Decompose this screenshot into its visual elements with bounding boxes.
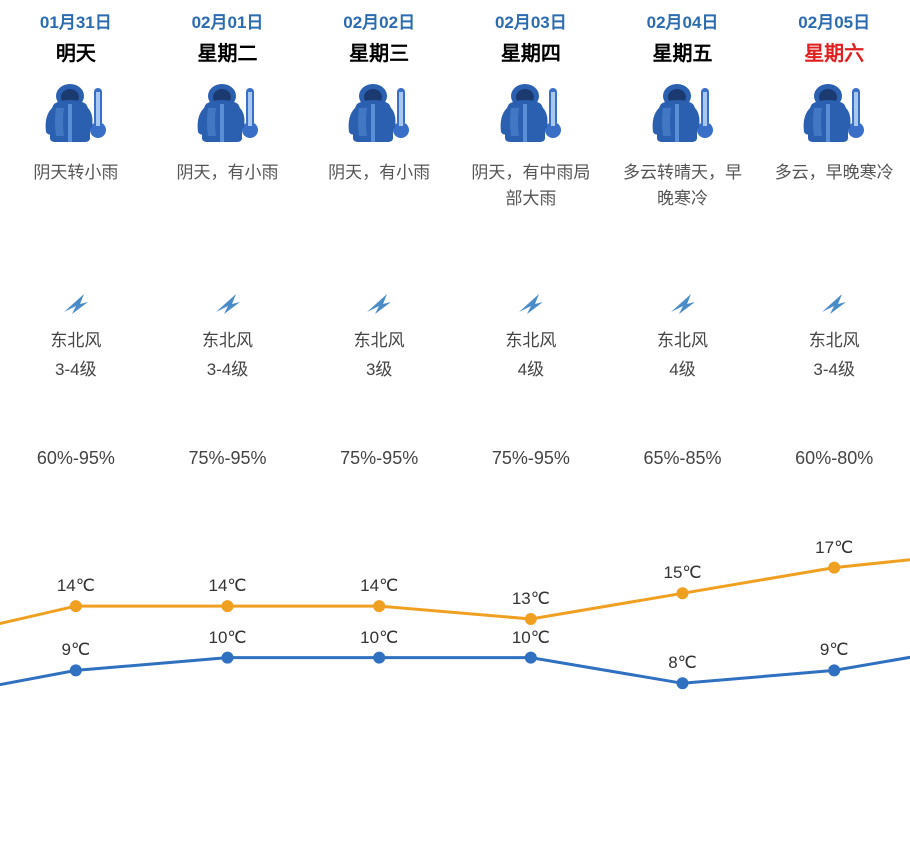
weather-desc: 多云，早晚寒冷 <box>764 160 904 270</box>
low-temp-label: 8℃ <box>668 653 697 673</box>
low-temp-point <box>678 678 688 688</box>
weather-desc: 阴天转小雨 <box>6 160 146 270</box>
low-temp-label: 10℃ <box>360 628 398 648</box>
cold-coat-icon <box>343 80 415 152</box>
wind-direction: 东北风 <box>764 326 904 351</box>
humidity-value: 75%-95% <box>455 448 607 469</box>
wind-level: 3-4级 <box>764 355 904 380</box>
wind-level: 3-4级 <box>6 355 146 380</box>
low-temp-point <box>829 665 839 675</box>
high-temp-label: 13℃ <box>512 589 550 609</box>
wind-arrow-icon <box>816 284 852 320</box>
day-column[interactable]: 02月04日 星期五 多云转晴天，早晚寒冷 东北风 4级 <box>607 8 759 380</box>
date-label: 02月02日 <box>309 8 449 33</box>
high-temp-point <box>526 614 536 624</box>
high-temp-point <box>829 563 839 573</box>
wind-arrow-icon <box>58 284 94 320</box>
temperature-chart: 14℃ 9℃ 14℃ 10℃ 14℃ 10℃ 13℃ 10℃ 15℃ 8℃ 17℃ 9℃ <box>0 509 910 729</box>
low-temp-label: 10℃ <box>208 628 246 648</box>
wind-level: 4级 <box>461 355 601 380</box>
wind-arrow-icon <box>513 284 549 320</box>
dayname-label: 星期四 <box>461 37 601 66</box>
cold-coat-icon <box>192 80 264 152</box>
low-temp-label: 9℃ <box>62 640 91 660</box>
weather-desc: 阴天，有小雨 <box>309 160 449 270</box>
high-temp-label: 14℃ <box>57 576 95 596</box>
weather-desc: 阴天，有小雨 <box>158 160 298 270</box>
day-column[interactable]: 02月01日 星期二 阴天，有小雨 东北风 3-4级 <box>152 8 304 380</box>
humidity-value: 65%-85% <box>607 448 759 469</box>
wind-direction: 东北风 <box>6 326 146 351</box>
date-label: 01月31日 <box>6 8 146 33</box>
date-label: 02月05日 <box>764 8 904 33</box>
day-column[interactable]: 02月02日 星期三 阴天，有小雨 东北风 3级 <box>303 8 455 380</box>
high-temp-point <box>678 588 688 598</box>
forecast-grid: 01月31日 明天 阴天转小雨 东北风 3-4级 02月01日 星期二 阴天，有… <box>0 0 910 380</box>
high-temp-label: 14℃ <box>208 576 246 596</box>
low-temp-label: 10℃ <box>512 628 550 648</box>
wind-direction: 东北风 <box>613 326 753 351</box>
wind-direction: 东北风 <box>158 326 298 351</box>
high-temp-label: 17℃ <box>815 538 853 558</box>
cold-coat-icon <box>647 80 719 152</box>
day-column[interactable]: 01月31日 明天 阴天转小雨 东北风 3-4级 <box>0 8 152 380</box>
low-temp-label: 9℃ <box>820 640 849 660</box>
high-temp-point <box>71 601 81 611</box>
high-temp-line <box>0 556 910 629</box>
wind-level: 3级 <box>309 355 449 380</box>
dayname-label: 星期三 <box>309 37 449 66</box>
high-temp-point <box>223 601 233 611</box>
wind-arrow-icon <box>665 284 701 320</box>
cold-coat-icon <box>40 80 112 152</box>
date-label: 02月03日 <box>461 8 601 33</box>
low-temp-line <box>0 650 910 688</box>
day-column[interactable]: 02月05日 星期六 多云，早晚寒冷 东北风 3-4级 <box>758 8 910 380</box>
cold-coat-icon <box>798 80 870 152</box>
dayname-label: 星期五 <box>613 37 753 66</box>
high-temp-label: 15℃ <box>663 563 701 583</box>
dayname-label: 星期二 <box>158 37 298 66</box>
date-label: 02月01日 <box>158 8 298 33</box>
day-column[interactable]: 02月03日 星期四 阴天，有中雨局部大雨 东北风 4级 <box>455 8 607 380</box>
wind-arrow-icon <box>361 284 397 320</box>
wind-direction: 东北风 <box>309 326 449 351</box>
dayname-label: 明天 <box>6 37 146 66</box>
low-temp-point <box>71 665 81 675</box>
high-temp-point <box>374 601 384 611</box>
low-temp-point <box>223 653 233 663</box>
dayname-label: 星期六 <box>764 37 904 66</box>
humidity-value: 60%-80% <box>758 448 910 469</box>
weather-desc: 多云转晴天，早晚寒冷 <box>613 160 753 270</box>
humidity-row: 60%-95%75%-95%75%-95%75%-95%65%-85%60%-8… <box>0 448 910 469</box>
humidity-value: 75%-95% <box>152 448 304 469</box>
wind-level: 4级 <box>613 355 753 380</box>
humidity-value: 60%-95% <box>0 448 152 469</box>
weather-desc: 阴天，有中雨局部大雨 <box>461 160 601 270</box>
date-label: 02月04日 <box>613 8 753 33</box>
wind-direction: 东北风 <box>461 326 601 351</box>
high-temp-label: 14℃ <box>360 576 398 596</box>
humidity-value: 75%-95% <box>303 448 455 469</box>
low-temp-point <box>374 653 384 663</box>
wind-arrow-icon <box>210 284 246 320</box>
wind-level: 3-4级 <box>158 355 298 380</box>
cold-coat-icon <box>495 80 567 152</box>
low-temp-point <box>526 653 536 663</box>
